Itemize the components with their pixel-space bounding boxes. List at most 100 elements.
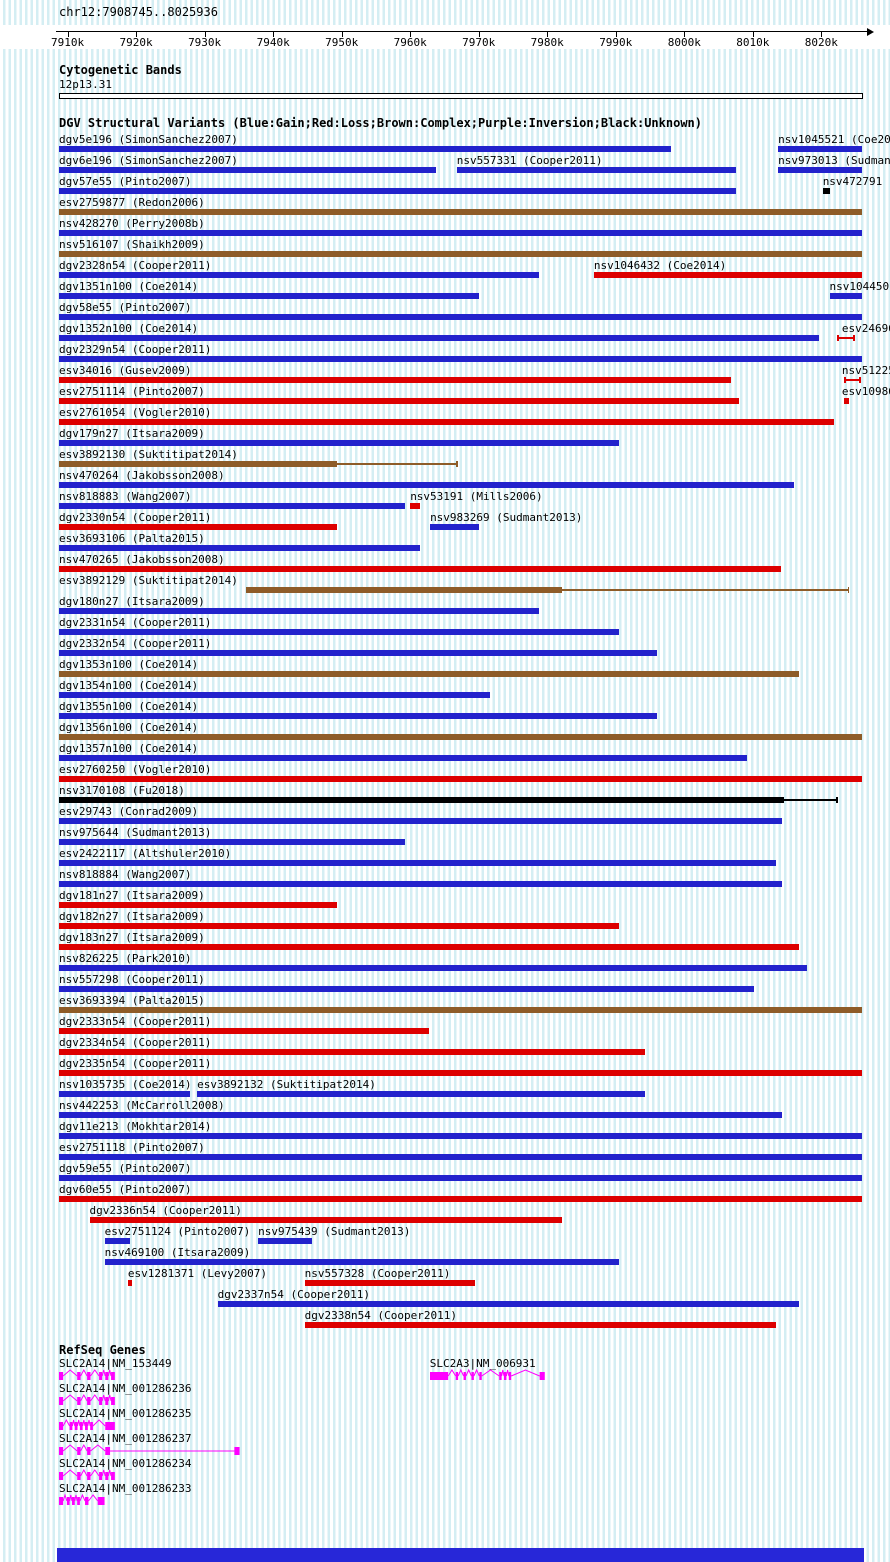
variant-label[interactable]: dgv181n27 (Itsara2009) <box>59 889 205 902</box>
variant-label[interactable]: nsv826225 (Park2010) <box>59 952 192 965</box>
gene-glyph[interactable] <box>58 1468 117 1483</box>
variant-bar[interactable] <box>104 1238 130 1244</box>
variant-bar[interactable] <box>59 1028 430 1034</box>
variant-bar[interactable] <box>59 566 781 572</box>
variant-bar[interactable] <box>59 776 862 782</box>
variant-label[interactable]: nsv470264 (Jakobsson2008) <box>59 469 225 482</box>
variant-bar[interactable] <box>59 1112 783 1118</box>
variant-bar[interactable] <box>59 524 337 530</box>
variant-bar[interactable] <box>59 944 800 950</box>
variant-bar[interactable] <box>829 293 862 299</box>
variant-bar[interactable] <box>258 1238 312 1244</box>
variant-bar[interactable] <box>59 461 337 467</box>
variant-bar[interactable] <box>59 377 731 383</box>
variant-label[interactable]: nsv983269 (Sudmant2013) <box>430 511 583 524</box>
variant-bar[interactable] <box>59 902 337 908</box>
variant-label[interactable]: nsv973013 (Sudman <box>778 154 890 167</box>
variant-label[interactable]: esv2751118 (Pinto2007) <box>59 1141 205 1154</box>
variant-label[interactable]: esv2751114 (Pinto2007) <box>59 385 205 398</box>
variant-label[interactable]: nsv470265 (Jakobsson2008) <box>59 553 225 566</box>
variant-label[interactable]: dgv182n27 (Itsara2009) <box>59 910 205 923</box>
variant-label[interactable]: esv3892130 (Suktitipat2014) <box>59 448 238 461</box>
variant-label[interactable]: dgv57e55 (Pinto2007) <box>59 175 192 188</box>
variant-bar[interactable] <box>59 734 862 740</box>
variant-label[interactable]: esv2761054 (Vogler2010) <box>59 406 212 419</box>
variant-bar[interactable] <box>217 1301 800 1307</box>
variant-label[interactable]: esv2751124 (Pinto2007) <box>104 1225 251 1238</box>
gene-label[interactable]: SLC2A14|NM_001286237 <box>59 1432 192 1445</box>
variant-bar[interactable] <box>246 587 563 593</box>
gene-label[interactable]: SLC2A14|NM_001286234 <box>59 1457 192 1470</box>
variant-bar[interactable] <box>127 1280 132 1286</box>
variant-label[interactable]: esv24696 <box>841 322 890 335</box>
variant-bar[interactable] <box>197 1091 645 1097</box>
variant-label[interactable]: nsv1045521 (Coe201 <box>778 133 890 146</box>
variant-label[interactable]: nsv975439 (Sudmant2013) <box>258 1225 411 1238</box>
variant-label[interactable]: esv3892129 (Suktitipat2014) <box>59 574 238 587</box>
variant-bar[interactable] <box>59 965 807 971</box>
variant-bar[interactable] <box>59 713 657 719</box>
variant-label[interactable]: nsv818883 (Wang2007) <box>59 490 192 503</box>
variant-label[interactable]: dgv2330n54 (Cooper2011) <box>59 511 212 524</box>
variant-label[interactable]: dgv1353n100 (Coe2014) <box>59 658 199 671</box>
variant-label[interactable]: nsv104450 <box>829 280 890 293</box>
variant-label[interactable]: nsv557298 (Cooper2011) <box>59 973 205 986</box>
variant-label[interactable]: dgv2337n54 (Cooper2011) <box>217 1288 370 1301</box>
variant-bar[interactable] <box>822 188 830 194</box>
variant-label[interactable]: nsv557331 (Cooper2011) <box>456 154 603 167</box>
variant-label[interactable]: dgv1355n100 (Coe2014) <box>59 700 199 713</box>
variant-bar[interactable] <box>59 314 862 320</box>
variant-label[interactable]: dgv2328n54 (Cooper2011) <box>59 259 212 272</box>
variant-label[interactable]: dgv11e213 (Mokhtar2014) <box>59 1120 212 1133</box>
variant-bar[interactable] <box>430 524 480 530</box>
variant-bar[interactable] <box>304 1280 475 1286</box>
variant-bar[interactable] <box>59 881 783 887</box>
variant-bar[interactable] <box>59 650 657 656</box>
variant-bar[interactable] <box>59 503 405 509</box>
variant-label[interactable]: dgv2335n54 (Cooper2011) <box>59 1057 212 1070</box>
variant-label[interactable]: esv34016 (Gusev2009) <box>59 364 192 377</box>
gene-label[interactable]: SLC2A14|NM_001286236 <box>59 1382 192 1395</box>
gene-label[interactable]: SLC2A14|NM_001286233 <box>59 1482 192 1495</box>
variant-bar[interactable] <box>59 251 862 257</box>
variant-label[interactable]: dgv1351n100 (Coe2014) <box>59 280 199 293</box>
variant-label[interactable]: nsv442253 (McCarroll2008) <box>59 1099 225 1112</box>
variant-bar[interactable] <box>59 272 540 278</box>
gene-glyph[interactable] <box>429 1368 547 1383</box>
variant-bar[interactable] <box>59 335 820 341</box>
variant-bar[interactable] <box>59 671 800 677</box>
variant-bar[interactable] <box>59 188 737 194</box>
gene-label[interactable]: SLC2A14|NM_153449 <box>59 1357 172 1370</box>
variant-bar[interactable] <box>59 1175 862 1181</box>
variant-bar[interactable] <box>89 1217 563 1223</box>
gene-glyph[interactable] <box>58 1443 242 1458</box>
variant-label[interactable]: nsv53191 (Mills2006) <box>410 490 543 503</box>
variant-bar[interactable] <box>59 293 480 299</box>
variant-label[interactable]: dgv58e55 (Pinto2007) <box>59 301 192 314</box>
variant-bar[interactable] <box>59 209 862 215</box>
variant-bar[interactable] <box>59 545 420 551</box>
variant-label[interactable]: esv2760250 (Vogler2010) <box>59 763 212 776</box>
variant-label[interactable]: esv2759877 (Redon2006) <box>59 196 205 209</box>
gene-label[interactable]: SLC2A14|NM_001286235 <box>59 1407 192 1420</box>
variant-bar[interactable] <box>59 1133 862 1139</box>
variant-bar[interactable] <box>59 860 777 866</box>
variant-bar[interactable] <box>59 356 862 362</box>
variant-label[interactable]: esv1281371 (Levy2007) <box>127 1267 267 1280</box>
variant-bar[interactable] <box>59 608 540 614</box>
variant-bar[interactable] <box>59 629 620 635</box>
variant-bar[interactable] <box>59 1196 862 1202</box>
variant-label[interactable]: nsv3170108 (Fu2018) <box>59 784 185 797</box>
variant-bar[interactable] <box>59 797 785 803</box>
variant-label[interactable]: esv2422117 (Altshuler2010) <box>59 847 232 860</box>
variant-label[interactable]: dgv6e196 (SimonSanchez2007) <box>59 154 238 167</box>
variant-bar[interactable] <box>59 692 490 698</box>
variant-label[interactable]: dgv5e196 (SimonSanchez2007) <box>59 133 238 146</box>
variant-label[interactable]: nsv516107 (Shaikh2009) <box>59 238 205 251</box>
variant-label[interactable]: dgv2333n54 (Cooper2011) <box>59 1015 212 1028</box>
variant-label[interactable]: dgv1356n100 (Coe2014) <box>59 721 199 734</box>
variant-label[interactable]: dgv1354n100 (Coe2014) <box>59 679 199 692</box>
variant-label[interactable]: esv10986 <box>841 385 890 398</box>
variant-bar[interactable] <box>59 167 437 173</box>
variant-label[interactable]: dgv2338n54 (Cooper2011) <box>304 1309 457 1322</box>
